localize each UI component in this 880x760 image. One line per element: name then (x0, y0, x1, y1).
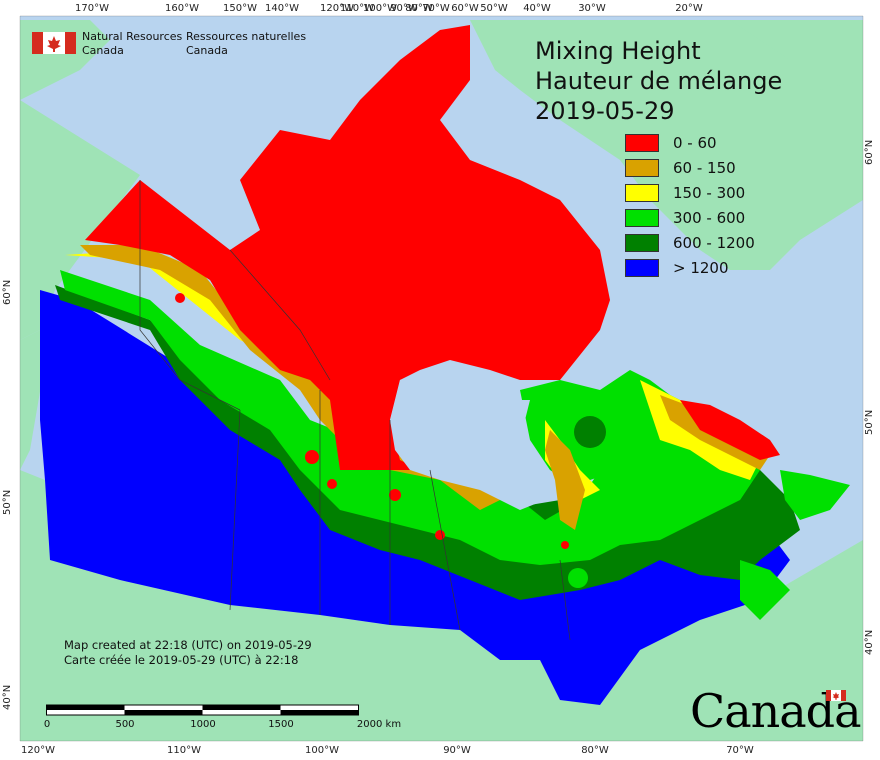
legend-item: 0 - 60 (625, 132, 805, 154)
map-title: Mixing Height Hauteur de mélange 2019-05… (535, 36, 782, 126)
region-300-600-east (520, 370, 760, 500)
spot-quebec-red (561, 541, 569, 549)
title-line-fr: Hauteur de mélange (535, 67, 783, 95)
region-60-150-quebec (545, 430, 585, 530)
legend-label: > 1200 (673, 259, 729, 277)
region-0-60 (85, 25, 610, 470)
spot-sask-red (389, 489, 401, 501)
scale-bar-graphic (46, 704, 359, 716)
legend-item: 600 - 1200 (625, 232, 805, 254)
tick-left-label: 40°N (2, 684, 13, 710)
tick-top-label: 140°W (265, 3, 299, 14)
legend-swatch (625, 134, 659, 152)
title-line-en: Mixing Height (535, 37, 701, 65)
province-boundaries (139, 180, 571, 641)
spot-alberta-red-2 (327, 479, 337, 489)
tick-top-label: 150°W (223, 3, 257, 14)
creation-note-en: Map created at 22:18 (UTC) on 2019-05-29 (64, 638, 312, 652)
region-0-60-labrador (680, 400, 780, 460)
creation-note-fr: Carte créée le 2019-05-29 (UTC) à 22:18 (64, 653, 299, 667)
legend-item: 300 - 600 (625, 207, 805, 229)
agency-fr: Ressources naturelles Canada (186, 30, 306, 58)
tick-top-label: 110°W (340, 3, 374, 14)
other-land (20, 20, 863, 741)
legend-item: > 1200 (625, 257, 805, 279)
spot-quebec-dark (574, 416, 606, 448)
tick-left-label: 50°N (2, 489, 13, 515)
legend-label: 0 - 60 (673, 134, 717, 152)
tick-bottom-label: 110°W (167, 745, 201, 756)
tick-top-label: 70°W (422, 3, 450, 14)
legend-item: 60 - 150 (625, 157, 805, 179)
legend-swatch (625, 184, 659, 202)
agency-fr-line-2: Canada (186, 44, 228, 57)
tick-top-label: 30°W (578, 3, 606, 14)
legend-swatch (625, 159, 659, 177)
legend-item: 150 - 300 (625, 182, 805, 204)
tick-top-label: 80°W (405, 3, 433, 14)
tick-left-label: 60°N (2, 279, 13, 305)
wordmark-flag-icon (826, 690, 846, 701)
spot-manitoba-red (435, 530, 445, 540)
scale-label: 2000 km (356, 719, 402, 730)
tick-right-label: 50°N (864, 409, 875, 435)
region-60-150 (80, 245, 500, 510)
graticule (19, 15, 864, 742)
tick-top-label: 90°W (390, 3, 418, 14)
tick-top-label: 20°W (675, 3, 703, 14)
tick-top-label: 60°W (451, 3, 479, 14)
tick-top-label: 100°W (363, 3, 397, 14)
tick-top-label: 170°W (75, 3, 109, 14)
tick-bottom-label: 100°W (305, 745, 339, 756)
spot-yukon-red (175, 293, 185, 303)
tick-bottom-label: 80°W (581, 745, 609, 756)
spot-alberta-red (305, 450, 319, 464)
hudson-bay (390, 370, 545, 510)
agency-en-line-1: Natural Resources (82, 30, 183, 43)
region-300-600 (60, 270, 760, 565)
agency-en: Natural Resources Canada (82, 30, 182, 58)
creation-note: Map created at 22:18 (UTC) on 2019-05-29… (64, 638, 312, 668)
tick-bottom-label: 120°W (21, 745, 55, 756)
spot-ontario-green (568, 568, 588, 588)
local-spots (175, 293, 606, 588)
scale-label: 1500 (268, 719, 294, 730)
legend-swatch (625, 234, 659, 252)
scale-bar: 0 500 1000 1500 2000 km (43, 704, 401, 732)
legend-label: 600 - 1200 (673, 234, 755, 252)
tick-top-label: 120°W (320, 3, 354, 14)
canada-flag-icon (32, 32, 76, 54)
legend-label: 150 - 300 (673, 184, 746, 202)
legend-swatch (625, 259, 659, 277)
title-date: 2019-05-29 (535, 97, 675, 125)
tick-right-label: 60°N (864, 139, 875, 165)
agency-fr-line-1: Ressources naturelles (186, 30, 307, 43)
legend-label: 300 - 600 (673, 209, 746, 227)
tick-top-label: 50°W (480, 3, 508, 14)
legend-swatch (625, 209, 659, 227)
scale-label: 500 (115, 719, 135, 730)
legend-label: 60 - 150 (673, 159, 736, 177)
scale-label: 0 (43, 719, 51, 730)
tick-bottom-label: 70°W (726, 745, 754, 756)
tick-bottom-label: 90°W (443, 745, 471, 756)
region-nova-scotia (740, 560, 790, 620)
tick-top-label: 40°W (523, 3, 551, 14)
tick-right-label: 40°N (864, 629, 875, 655)
tick-top-label: 160°W (165, 3, 199, 14)
scale-label: 1000 (190, 719, 216, 730)
agency-en-line-2: Canada (82, 44, 124, 57)
region-newfoundland (780, 470, 850, 520)
